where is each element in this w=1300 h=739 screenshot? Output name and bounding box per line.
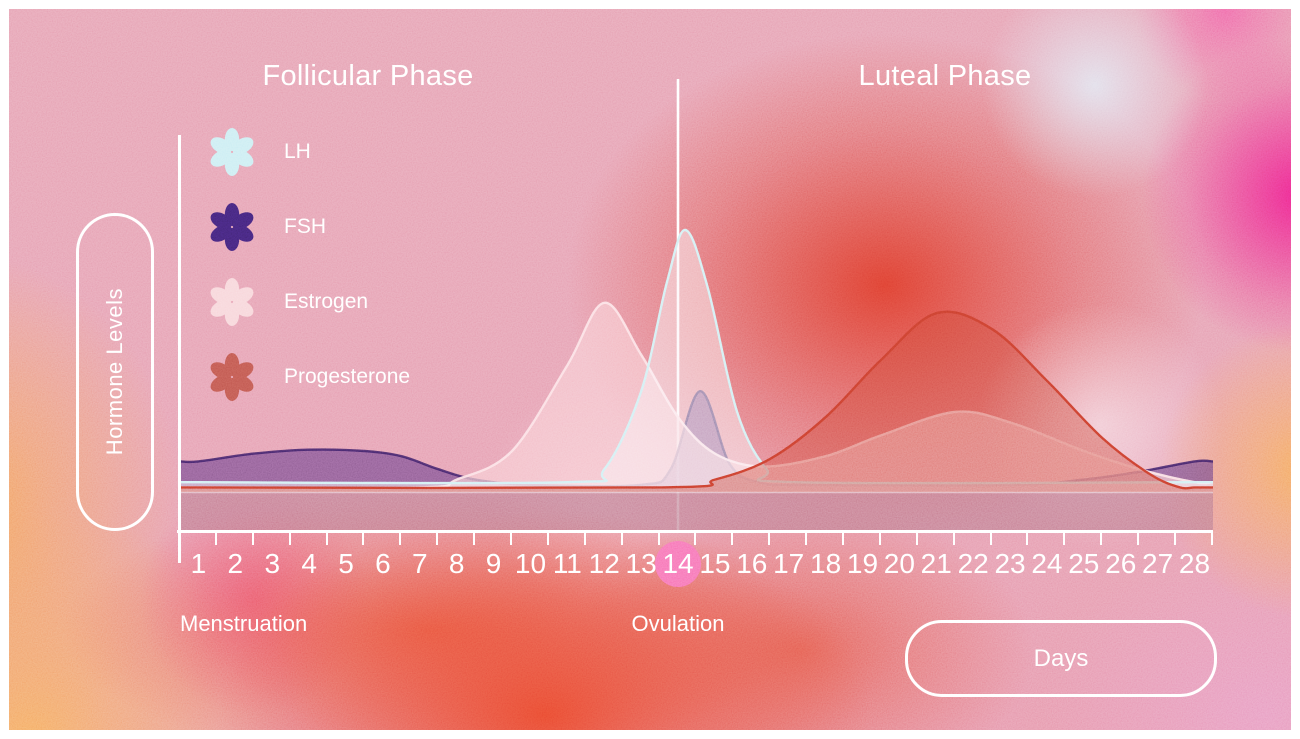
day-cell-3: 3 [264, 548, 281, 579]
day-cell-25: 25 [1068, 548, 1100, 579]
y-axis-line [178, 135, 181, 563]
legend-label-progesterone: Progesterone [284, 365, 411, 388]
day-cell-2: 2 [227, 548, 244, 579]
day-cell-1: 1 [190, 548, 207, 579]
day-cell-16: 16 [736, 548, 768, 579]
ovulation-label: Ovulation [631, 611, 725, 636]
day-number-row: 1 2 3 4 5 6 7 8 9 10 11 12 13 14 15 16 17 18 19 20 21 22 23 24 2… [180, 541, 1213, 587]
baseline-band [180, 492, 1213, 531]
day-cell-10: 10 [514, 548, 547, 579]
hormone-legend: LH FSH Estrogen Progesterone [208, 128, 410, 401]
day-cell-7: 7 [412, 548, 428, 579]
day-cell-13: 13 [625, 548, 657, 579]
legend-label-estrogen: Estrogen [284, 290, 369, 313]
day-cell-12: 12 [588, 548, 620, 579]
menstruation-label: Menstruation [180, 611, 308, 636]
y-axis-label: Hormone Levels [102, 288, 127, 456]
flower-icon-estrogen [210, 278, 254, 326]
legend-item-fsh: FSH [208, 203, 410, 251]
flower-icon-fsh [210, 203, 254, 251]
day-cell-14: 14 [655, 541, 702, 587]
day-cell-8: 8 [448, 548, 465, 579]
luteal-phase-title: Luteal Phase [858, 60, 1032, 92]
legend-item-estrogen: Estrogen [208, 278, 410, 326]
day-cell-9: 9 [485, 548, 502, 579]
day-cell-22: 22 [957, 548, 989, 579]
flower-icon-lh [210, 128, 254, 176]
flower-icon-progesterone [210, 353, 254, 401]
day-cell-6: 6 [375, 548, 391, 579]
days-pill: Days [905, 620, 1217, 697]
follicular-phase-title: Follicular Phase [262, 60, 474, 92]
legend-label-lh: LH [284, 140, 311, 163]
day-cell-26: 26 [1105, 548, 1137, 579]
day-cell-24: 24 [1031, 548, 1063, 579]
day-cell-17: 17 [773, 548, 805, 579]
day-cell-19: 19 [846, 548, 879, 579]
legend-item-lh: LH [208, 128, 410, 176]
day-cell-23: 23 [994, 548, 1026, 579]
day-cell-20: 20 [883, 548, 915, 579]
day-cell-4: 4 [301, 548, 317, 579]
day-cell-11: 11 [552, 548, 582, 579]
hormone-levels-pill: Hormone Levels [76, 213, 154, 531]
legend-item-progesterone: Progesterone [208, 353, 410, 401]
day-cell-5: 5 [338, 548, 354, 579]
day-cell-27: 27 [1142, 548, 1174, 579]
x-axis-label: Days [1033, 644, 1089, 672]
day-cell-18: 18 [810, 548, 842, 579]
day-cell-15: 15 [699, 548, 731, 579]
legend-label-fsh: FSH [284, 215, 326, 238]
day-cell-28: 28 [1178, 548, 1211, 579]
day-cell-21: 21 [920, 548, 952, 579]
